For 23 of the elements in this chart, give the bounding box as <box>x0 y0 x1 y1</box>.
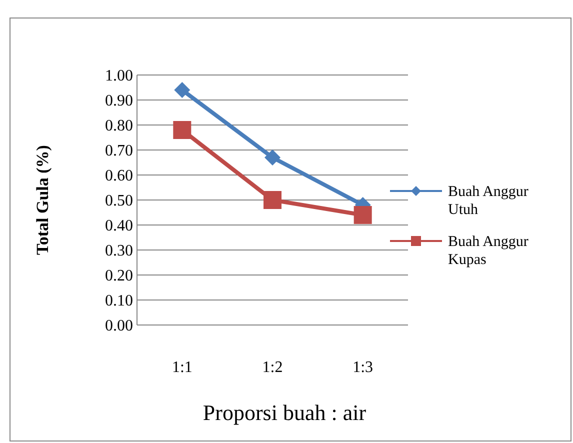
y-tick-label: 0.30 <box>105 242 133 260</box>
y-tick-label: 0.20 <box>105 268 133 285</box>
x-tick-label: 1:1 <box>172 359 192 376</box>
x-tick-label: 1:2 <box>262 359 283 376</box>
y-tick-label: 0.90 <box>105 92 133 110</box>
x-axis-title: Proporsi buah : air <box>202 400 367 425</box>
x-tick-label: 1:3 <box>352 359 374 376</box>
y-tick-label: 0.50 <box>105 192 133 210</box>
y-tick-label: 0.40 <box>105 218 133 235</box>
legend-label: Buah Anggur Utuh <box>448 184 528 218</box>
y-tick-label: 0.80 <box>105 118 133 135</box>
point <box>354 206 372 224</box>
y-tick-label: 0.00 <box>105 318 133 335</box>
point <box>264 191 282 209</box>
y-tick-label: 1.00 <box>105 68 133 85</box>
point <box>173 121 192 139</box>
y-tick-label: 0.70 <box>105 142 133 160</box>
y-axis-title: Total Gula (%) <box>33 145 52 255</box>
point <box>174 82 190 98</box>
y-tick-label: 0.60 <box>105 168 133 185</box>
y-tick-label: 0.10 <box>105 292 133 310</box>
point <box>264 150 280 166</box>
legend-label: Buah Anggur Kupas <box>448 234 528 268</box>
